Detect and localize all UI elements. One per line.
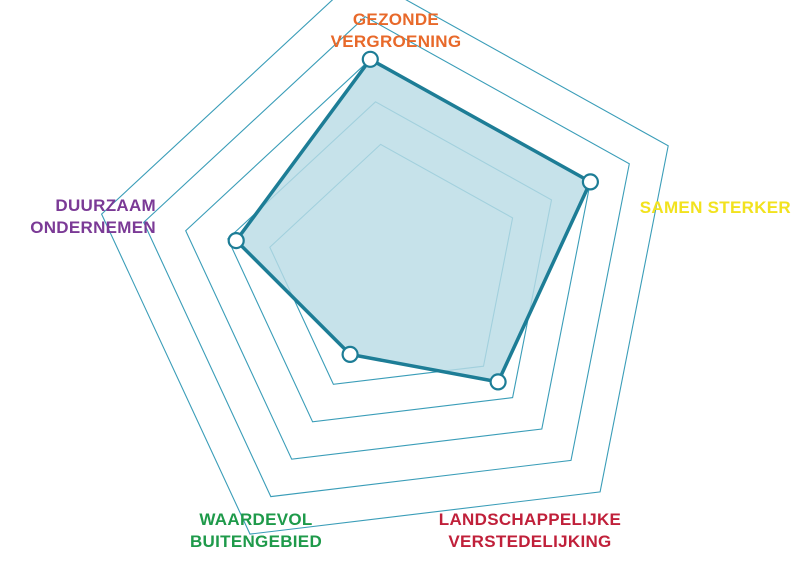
grid-ring-5: [100, 0, 669, 535]
grid-ring-4: [143, 16, 630, 498]
axis-label-5: DUURZAAM ONDERNEMEN: [30, 196, 156, 237]
axis-label-2-line-1: SAMEN STERKER: [640, 198, 791, 217]
axis-label-1-line-2: VERGROENING: [331, 32, 462, 51]
axis-label-5-line-1: DUURZAAM: [55, 196, 156, 215]
data-point-5: [227, 232, 245, 250]
series-area: [236, 59, 591, 382]
series-line: [234, 57, 593, 384]
radar-points: [227, 50, 600, 391]
data-point-1: [361, 50, 379, 68]
axis-label-4-line-1: WAARDEVOL: [199, 510, 312, 529]
axis-label-4-line-2: BUITENGEBIED: [190, 532, 322, 551]
axis-label-4: WAARDEVOL BUITENGEBIED: [190, 510, 322, 551]
axis-label-3-line-2: VERSTEDELIJKING: [448, 532, 611, 551]
axis-label-1: GEZONDE VERGROENING: [331, 10, 462, 51]
axis-label-3: LANDSCHAPPELIJKE VERSTEDELIJKING: [439, 510, 621, 551]
axis-label-1-line-1: GEZONDE: [353, 10, 439, 29]
axis-label-5-line-2: ONDERNEMEN: [30, 218, 156, 237]
axis-label-2: SAMEN STERKER: [640, 198, 791, 217]
axis-labels: GEZONDE VERGROENING SAMEN STERKER LANDSCHAP…: [30, 10, 791, 551]
radar-series: [234, 57, 593, 384]
data-point-3: [489, 373, 507, 391]
data-point-2: [581, 173, 600, 191]
data-point-4: [341, 345, 359, 363]
axis-label-3-line-1: LANDSCHAPPELIJKE: [439, 510, 621, 529]
